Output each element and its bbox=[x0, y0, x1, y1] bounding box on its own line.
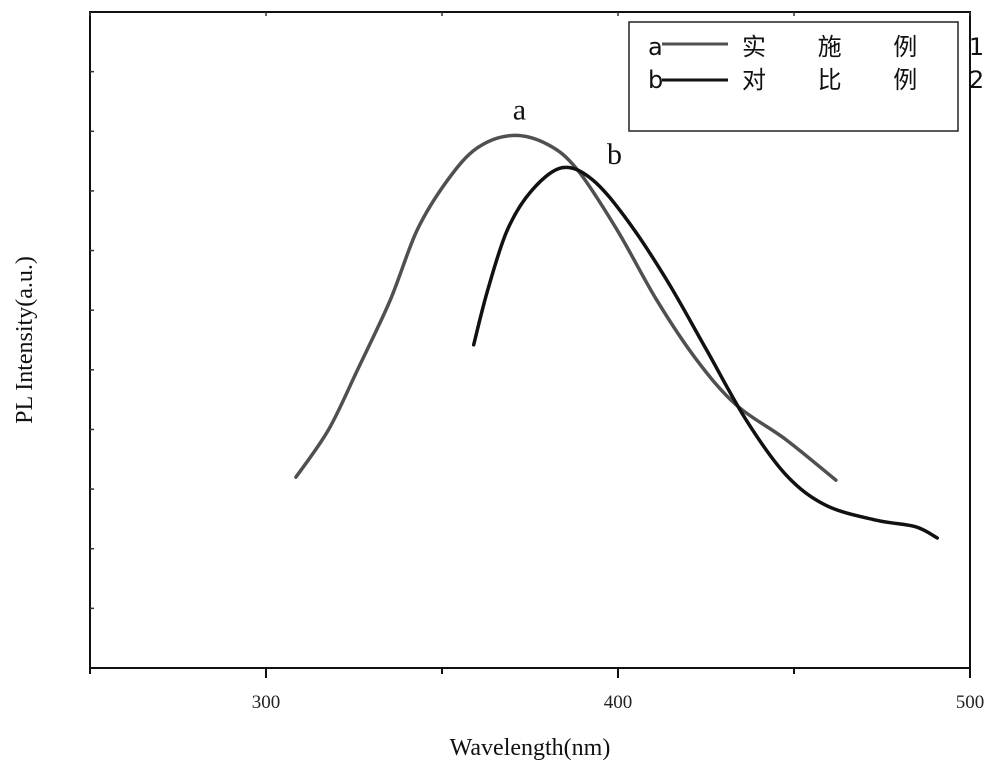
legend: a 实 施 例 1 b 对 比 例 2 bbox=[628, 21, 1000, 132]
legend-marker-b: b bbox=[648, 66, 663, 94]
series-line-a bbox=[294, 133, 838, 482]
legend-label-b: 对 比 例 2 bbox=[742, 66, 1000, 94]
x-axis-title: Wavelength(nm) bbox=[450, 735, 611, 761]
legend-label-a: 实 施 例 1 bbox=[742, 33, 1000, 61]
legend-marker-a: a bbox=[648, 33, 663, 61]
x-tick-label: 500 bbox=[956, 692, 985, 713]
series-line-b bbox=[471, 165, 940, 540]
plot-frame bbox=[89, 11, 971, 669]
curve-label-a: a bbox=[513, 93, 526, 126]
curve-label-b: b bbox=[607, 138, 622, 171]
legend-box bbox=[628, 21, 959, 132]
x-tick-label: 400 bbox=[604, 692, 633, 713]
x-tick-label: 300 bbox=[252, 692, 281, 713]
y-axis-title: PL Intensity(a.u.) bbox=[12, 256, 38, 424]
